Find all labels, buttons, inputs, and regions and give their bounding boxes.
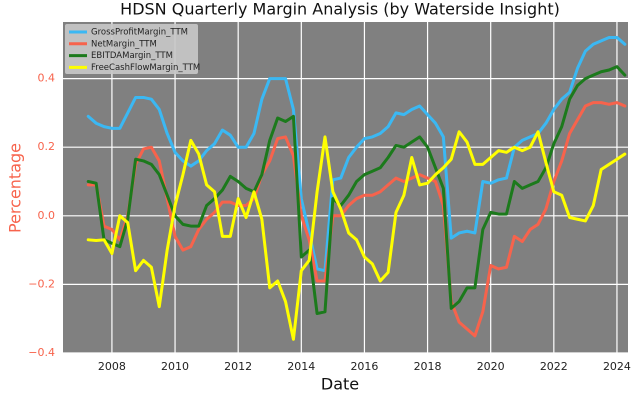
y-tick-label: −0.4 [28, 346, 55, 359]
grid [63, 22, 628, 354]
lines [86, 35, 627, 341]
x-tick-label: 2018 [414, 360, 442, 373]
x-tick-label: 2016 [350, 360, 378, 373]
y-tick-label: 0.2 [38, 140, 56, 153]
legend-label: EBITDAMargin_TTM [91, 51, 173, 61]
x-tick-label: 2022 [540, 360, 568, 373]
legend-box [65, 24, 198, 74]
data-line [86, 101, 627, 338]
x-tick-label: 2008 [98, 360, 126, 373]
data-line [86, 65, 627, 316]
x-tick-label: 2020 [477, 360, 505, 373]
x-tick-label: 2010 [161, 360, 189, 373]
y-axis-label: Percentage [6, 143, 25, 233]
x-tick-label: 2012 [224, 360, 252, 373]
legend-label: FreeCashFlowMargin_TTM [91, 63, 200, 73]
y-tick-label: 0.0 [38, 209, 56, 222]
legend-label: GrossProfitMargin_TTM [91, 28, 188, 38]
x-tick-label: 2024 [603, 360, 631, 373]
data-line [86, 130, 627, 341]
x-tick-label: 2014 [287, 360, 315, 373]
x-axis-label: Date [321, 375, 359, 394]
y-tick-label: −0.2 [28, 277, 55, 290]
y-tick-label: 0.4 [38, 72, 56, 85]
chart-title: HDSN Quarterly Margin Analysis (by Water… [120, 0, 560, 19]
legend-label: NetMargin_TTM [91, 39, 157, 49]
